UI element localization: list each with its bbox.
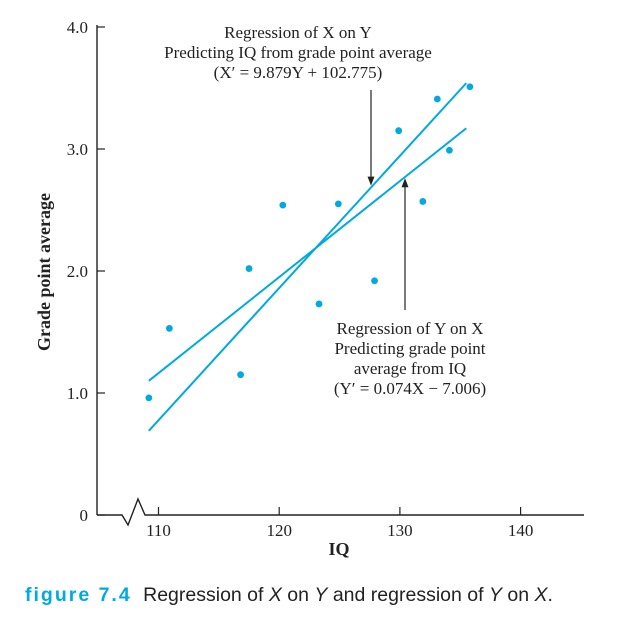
y-axis-title: Grade point average bbox=[34, 193, 54, 351]
annotation-x-on-y-line: (X′ = 9.879Y + 102.775) bbox=[214, 63, 383, 82]
data-point bbox=[395, 127, 403, 135]
data-point bbox=[371, 277, 378, 285]
annotation-x-on-y-line: Regression of X on Y bbox=[224, 23, 372, 42]
data-point bbox=[334, 200, 342, 208]
data-point bbox=[433, 95, 441, 103]
arrow-head bbox=[367, 176, 375, 186]
data-point bbox=[237, 371, 244, 379]
x-tick-label: 110 bbox=[146, 521, 171, 540]
y-tick-label: 1.0 bbox=[67, 384, 88, 403]
x-axis-line bbox=[97, 497, 584, 527]
regression-lines bbox=[148, 82, 468, 432]
annotation-y-on-x-line: Regression of Y on X bbox=[337, 319, 484, 338]
annotation-y-on-x-line: average from IQ bbox=[354, 359, 466, 378]
figure-caption: figure 7.4 Regression of X on Y and regr… bbox=[25, 584, 635, 607]
axes bbox=[96, 25, 584, 527]
scatter-chart: 0 1.0 2.0 3.0 4.0 110 120 130 140 Regression of … bbox=[34, 18, 584, 559]
data-point bbox=[165, 324, 173, 332]
data-point bbox=[279, 201, 287, 209]
regression-line-y-on-x bbox=[148, 127, 467, 382]
annotation-y-on-x-line: (Y′ = 0.074X − 7.006) bbox=[334, 379, 486, 398]
y-tick-label: 4.0 bbox=[67, 18, 88, 37]
y-tick-label: 0 bbox=[80, 506, 89, 525]
y-tick-label: 3.0 bbox=[67, 140, 88, 159]
x-tick-label: 130 bbox=[387, 521, 413, 540]
data-point bbox=[419, 198, 427, 205]
annotation-x-on-y-line: Predicting IQ from grade point average bbox=[164, 43, 432, 62]
figure-caption-text: Regression of X on Y and regression of Y… bbox=[143, 584, 553, 606]
figure-label: figure 7.4 bbox=[25, 584, 132, 606]
x-axis-title: IQ bbox=[328, 539, 349, 559]
data-point bbox=[245, 265, 253, 272]
data-points bbox=[145, 83, 474, 402]
arrow-head bbox=[401, 178, 409, 188]
regression-line-x-on-y bbox=[148, 82, 468, 432]
tick-labels: 0 1.0 2.0 3.0 4.0 110 120 130 140 bbox=[67, 18, 534, 540]
x-tick-label: 140 bbox=[508, 521, 534, 540]
data-point bbox=[145, 394, 153, 402]
data-point bbox=[315, 300, 323, 308]
annotation-y-on-x-line: Predicting grade point bbox=[334, 339, 485, 358]
data-point bbox=[445, 146, 453, 154]
y-tick-label: 2.0 bbox=[67, 262, 88, 281]
x-tick-label: 120 bbox=[266, 521, 292, 540]
data-point bbox=[466, 83, 474, 91]
